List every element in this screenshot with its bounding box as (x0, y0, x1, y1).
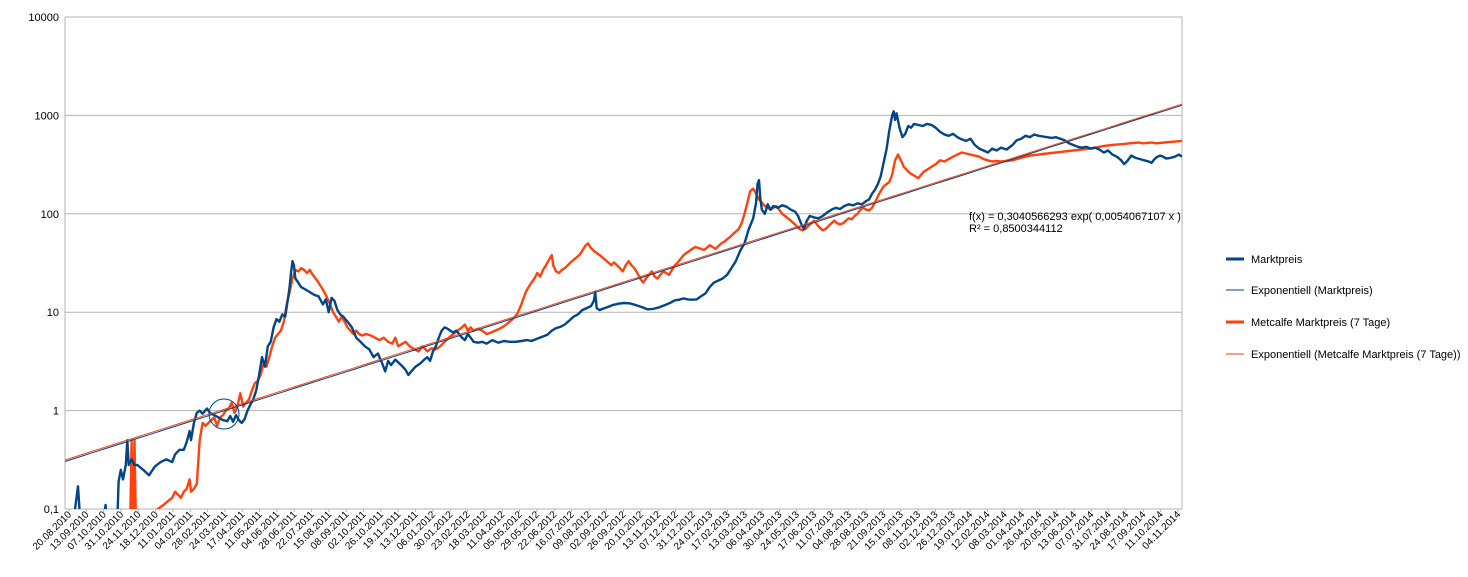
y-axis-ticks: 0,1 1 10 100 1000 10000 (28, 12, 59, 516)
series-line-0 (73, 110, 1182, 509)
y-tick-label: 100 (41, 209, 59, 221)
y-tick-label: 10000 (28, 12, 59, 24)
legend-label: Marktpreis (1251, 254, 1303, 266)
series-layer (65, 103, 1182, 509)
legend-label: Exponentiell (Metcalfe Marktpreis (7 Tag… (1251, 349, 1461, 361)
y-tick-label: 1000 (35, 110, 59, 122)
trend-formula: f(x) = 0,3040566293 exp( 0,0054067107 x … (969, 211, 1181, 223)
series-line-3 (65, 103, 1182, 461)
y-tick-label: 1 (53, 406, 59, 418)
series-line-1 (65, 104, 1182, 462)
highlight-circle (208, 398, 240, 430)
legend: Marktpreis Exponentiell (Marktpreis) Metca… (1226, 254, 1461, 361)
y-tick-label: 10 (47, 307, 59, 319)
trend-r-squared: R² = 0,8500344112 (969, 223, 1063, 235)
series-line-2 (129, 139, 1182, 509)
x-axis-ticks: 20.08.201013.09.201007.10.201031.10.2010… (31, 509, 1183, 553)
y-tick-label: 0,1 (44, 504, 59, 516)
legend-label: Metcalfe Marktpreis (7 Tage) (1251, 317, 1390, 329)
gridlines (64, 16, 1183, 510)
legend-label: Exponentiell (Marktpreis) (1251, 285, 1373, 297)
